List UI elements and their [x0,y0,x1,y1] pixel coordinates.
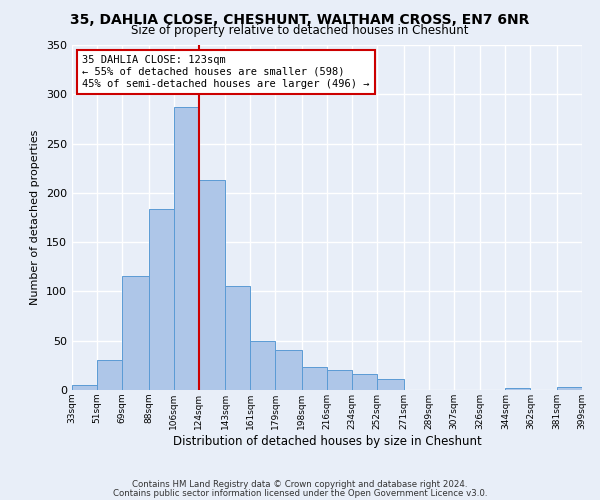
X-axis label: Distribution of detached houses by size in Cheshunt: Distribution of detached houses by size … [173,434,481,448]
Text: 35 DAHLIA CLOSE: 123sqm
← 55% of detached houses are smaller (598)
45% of semi-d: 35 DAHLIA CLOSE: 123sqm ← 55% of detache… [82,56,370,88]
Bar [377,379,404,390]
Bar [327,370,352,390]
Bar [352,374,377,390]
Bar [275,350,302,390]
Bar [225,286,250,390]
Bar [302,368,327,390]
Bar [97,360,122,390]
Bar [199,180,225,390]
Text: Contains public sector information licensed under the Open Government Licence v3: Contains public sector information licen… [113,488,487,498]
Bar [72,385,97,390]
Y-axis label: Number of detached properties: Number of detached properties [31,130,40,305]
Text: Contains HM Land Registry data © Crown copyright and database right 2024.: Contains HM Land Registry data © Crown c… [132,480,468,489]
Bar [557,387,582,390]
Bar [122,276,149,390]
Bar [505,388,530,390]
Text: 35, DAHLIA CLOSE, CHESHUNT, WALTHAM CROSS, EN7 6NR: 35, DAHLIA CLOSE, CHESHUNT, WALTHAM CROS… [70,12,530,26]
Bar [174,107,199,390]
Bar [250,340,275,390]
Bar [149,208,174,390]
Text: Size of property relative to detached houses in Cheshunt: Size of property relative to detached ho… [131,24,469,37]
